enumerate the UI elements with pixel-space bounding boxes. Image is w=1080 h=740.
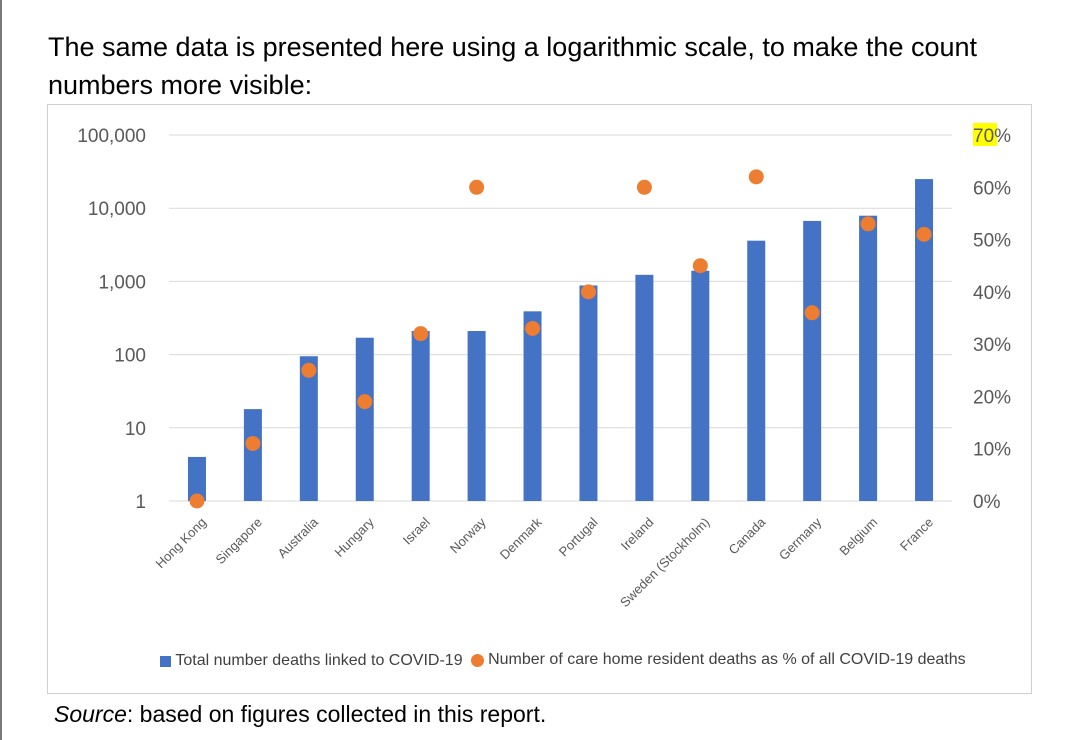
intro-text: The same data is presented here using a …: [48, 28, 1080, 104]
x-tick-label: France: [897, 515, 936, 554]
x-tick-label: Hong Kong: [152, 515, 209, 572]
data-point: [748, 169, 764, 185]
x-tick-label: Australia: [275, 514, 322, 561]
data-point: [301, 362, 317, 378]
x-tick-label: Israel: [400, 514, 433, 547]
bar: [243, 409, 262, 501]
data-point: [469, 179, 485, 195]
intro-line-2: numbers more visible:: [48, 70, 313, 100]
data-point: [692, 258, 708, 274]
legend-item-bars: Total number deaths linked to COVID-19: [160, 652, 463, 670]
data-point: [580, 284, 596, 300]
bar: [411, 331, 430, 501]
bar: [467, 331, 486, 501]
data-point: [525, 320, 541, 336]
x-tick-label: Canada: [726, 514, 769, 557]
bar: [523, 311, 542, 501]
y-left-tick-label: 1,000: [98, 272, 146, 293]
bar: [187, 456, 206, 501]
data-point: [804, 305, 820, 321]
intro-line-1: The same data is presented here using a …: [48, 32, 978, 62]
legend-bar-label: Total number deaths linked to COVID-19: [175, 652, 463, 669]
bar: [691, 270, 710, 501]
y-left-tick-label: 100: [114, 346, 146, 367]
y-left-tick-label: 1: [135, 492, 146, 513]
data-point: [245, 435, 261, 451]
y-right-tick-highlight: [973, 123, 997, 146]
x-tick-label: Germany: [776, 514, 825, 563]
legend-dot-label: Number of care home resident deaths as %…: [488, 651, 966, 668]
y-right-tick-label: 20%: [973, 387, 1011, 408]
y-right-tick-label: 0%: [973, 492, 1001, 513]
data-point: [860, 216, 876, 232]
data-point: [357, 394, 373, 410]
source-text: : based on figures collected in this rep…: [126, 701, 547, 727]
y-left-tick-label: 10: [125, 419, 146, 440]
bar: [803, 220, 822, 501]
y-right-tick-label: 30%: [973, 335, 1011, 356]
x-tick-label: Denmark: [497, 514, 545, 562]
chart-svg: 1 10 100 1,000 10,000 100,000 0% 10% 20% 30% 40% 50…: [77, 123, 1011, 610]
page-left-rule: [0, 0, 2, 740]
y-right-tick-label: 70%: [973, 126, 1011, 147]
y-left-tick-label: 10,000: [88, 199, 146, 220]
y-right-tick-label: 60%: [973, 178, 1011, 199]
bar: [635, 274, 654, 501]
bar: [355, 337, 374, 501]
bar: [579, 285, 598, 501]
data-point: [189, 493, 205, 509]
bar: [747, 240, 766, 501]
bar: [915, 179, 934, 501]
x-tick-label: Portugal: [556, 514, 601, 559]
bar: [299, 356, 318, 501]
data-point: [636, 179, 652, 195]
legend-dot-swatch: [471, 653, 485, 667]
y-left-tick-label: 100,000: [77, 126, 146, 147]
bar: [859, 215, 878, 501]
legend-item-dots: Number of care home resident deaths as %…: [471, 651, 966, 669]
legend-bar-swatch: [160, 655, 172, 667]
source-label: Source: [54, 701, 127, 727]
x-tick-label: Singapore: [212, 515, 265, 568]
chart-container: 1 10 100 1,000 10,000 100,000 0% 10% 20% 30% 40% 50…: [47, 104, 1032, 694]
x-tick-label: Ireland: [618, 515, 657, 554]
y-right-tick-label: 40%: [973, 283, 1011, 304]
data-point: [916, 226, 932, 242]
y-right-tick-label: 50%: [973, 231, 1011, 252]
chart-legend: Total number deaths linked to COVID-19 N…: [108, 651, 1018, 672]
x-tick-label: Hungary: [332, 514, 378, 560]
x-tick-label: Norway: [447, 514, 489, 556]
x-tick-label: Belgium: [836, 515, 880, 559]
data-point: [413, 326, 429, 342]
source-note: Source: based on figures collected in th…: [54, 700, 546, 728]
y-right-tick-label: 10%: [973, 440, 1011, 461]
